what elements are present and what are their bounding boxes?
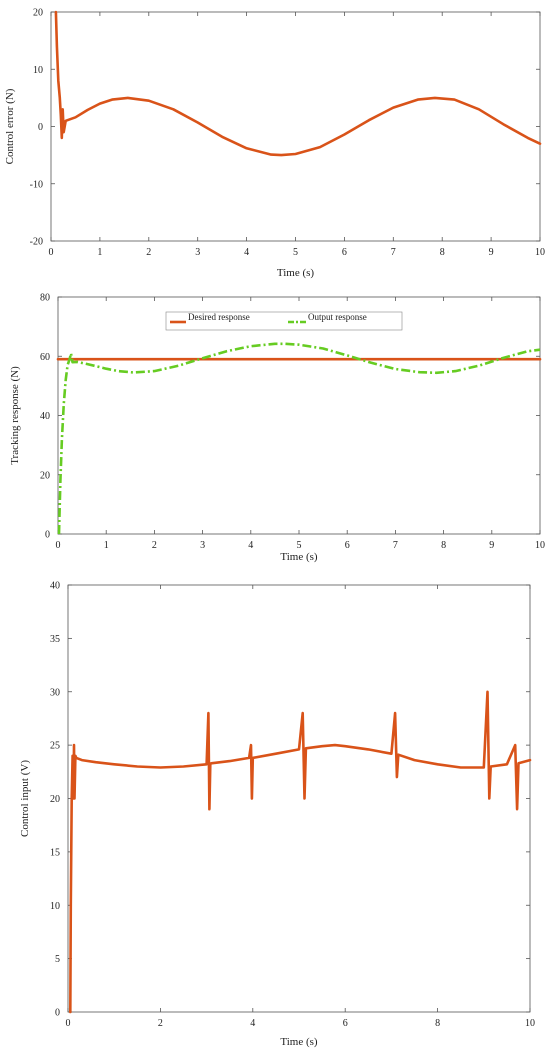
x-tick-label: 10 [535, 540, 545, 551]
x-tick-label: 3 [195, 247, 200, 258]
x-tick-label: 6 [343, 1018, 348, 1029]
x-tick-label: 2 [158, 1018, 163, 1029]
x-tick-label: 7 [391, 247, 396, 258]
y-tick-label: 35 [50, 634, 60, 645]
x-tick-label: 8 [435, 1018, 440, 1029]
x-tick-label: 5 [293, 247, 298, 258]
x-tick-label: 0 [66, 1018, 71, 1029]
x-tick-label: 10 [525, 1018, 535, 1029]
x-tick-label: 3 [200, 540, 205, 551]
y-tick-label: 30 [50, 687, 60, 698]
y-tick-label: 10 [33, 65, 43, 76]
control-error-plot: 0 1 2 3 4 5 6 7 8 9 10 -20 -10 0 10 20 Time (s) Control… [4, 8, 545, 280]
y-tick-label: 40 [40, 411, 50, 422]
y-tick-label: 20 [40, 470, 50, 481]
x-tick-label: 2 [152, 540, 157, 551]
x-axis-label: Time (s) [280, 1036, 318, 1048]
y-tick-label: 10 [50, 901, 60, 912]
y-tick-label: 80 [40, 293, 50, 304]
x-tick-label: 4 [250, 1018, 255, 1029]
y-tick-label: 0 [55, 1008, 60, 1019]
x-tick-label: 4 [248, 540, 253, 551]
plot-frame [68, 585, 530, 1012]
x-tick-label: 6 [345, 540, 350, 551]
x-axis-label: Time (s) [280, 551, 318, 563]
x-tick-label: 9 [489, 540, 494, 551]
y-tick-label: 15 [50, 847, 60, 858]
plot-frame [51, 12, 540, 241]
y-tick-label: 60 [40, 352, 50, 363]
legend-label-output: Output response [308, 312, 367, 322]
x-tick-label: 10 [535, 247, 545, 258]
x-tick-label: 6 [342, 247, 347, 258]
x-tick-label: 8 [440, 247, 445, 258]
y-axis-label: Control input (V) [19, 760, 31, 837]
x-tick-label: 0 [56, 540, 61, 551]
x-tick-label: 8 [441, 540, 446, 551]
x-tick-label: 5 [297, 540, 302, 551]
control-input-plot: 0 2 4 6 8 10 0 5 10 15 20 25 30 35 40 Time (s) Control… [19, 581, 535, 1049]
x-axis-label: Time (s) [277, 267, 315, 279]
legend-label-desired: Desired response [188, 312, 250, 322]
series-line-1 [59, 344, 540, 534]
legend: Desired response Output response [166, 312, 402, 330]
y-tick-label: 5 [55, 954, 60, 965]
x-tick-label: 1 [97, 247, 102, 258]
tracking-response-plot: 0 1 2 3 4 5 6 7 8 9 10 0 20 40 60 80 Desired response O… [9, 293, 545, 564]
plot-frame [58, 297, 540, 534]
y-tick-label: 0 [38, 122, 43, 133]
x-tick-label: 1 [104, 540, 109, 551]
x-tick-label: 4 [244, 247, 249, 258]
y-axis-label: Control error (N) [4, 88, 16, 164]
y-axis-label: Tracking response (N) [9, 366, 21, 465]
series-line-0 [70, 692, 530, 1012]
y-tick-label: 0 [45, 530, 50, 541]
x-tick-label: 9 [489, 247, 494, 258]
y-tick-label: 40 [50, 581, 60, 592]
series-line-0 [56, 12, 540, 155]
x-tick-label: 0 [49, 247, 54, 258]
x-tick-label: 2 [146, 247, 151, 258]
x-tick-label: 7 [393, 540, 398, 551]
y-tick-label: 20 [33, 8, 43, 19]
y-tick-label: -10 [30, 179, 43, 190]
y-tick-label: -20 [30, 237, 43, 248]
y-tick-label: 20 [50, 794, 60, 805]
y-tick-label: 25 [50, 741, 60, 752]
